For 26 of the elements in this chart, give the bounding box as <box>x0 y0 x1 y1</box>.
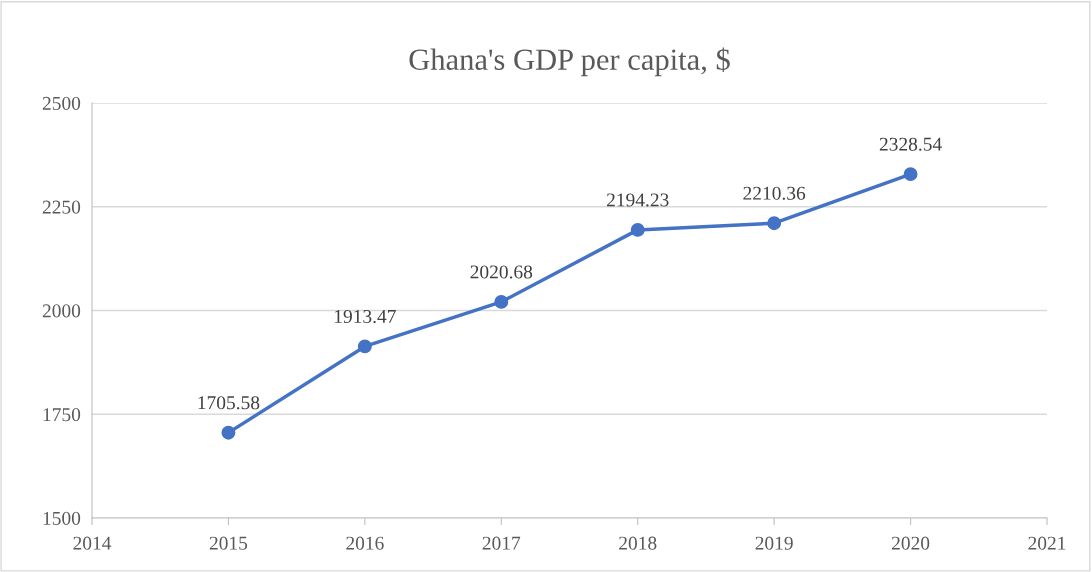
data-label: 2210.36 <box>743 186 806 200</box>
data-label: 1913.47 <box>334 309 396 324</box>
x-tick-label: 2019 <box>755 536 793 550</box>
point <box>494 294 509 309</box>
data-label: 2020.68 <box>470 265 533 279</box>
data-label: 2328.54 <box>879 137 942 151</box>
point <box>357 339 372 354</box>
y-tick-label: 2250 <box>42 200 81 214</box>
y-tick-label: 1750 <box>43 408 81 422</box>
y-tick-label: 2000 <box>42 304 81 318</box>
x-tick-label: 2021 <box>1028 536 1066 550</box>
data-label: 1705.58 <box>198 396 260 410</box>
x-tick-label: 2018 <box>619 536 657 550</box>
point <box>767 216 782 231</box>
data-label: 2194.23 <box>606 193 669 207</box>
x-tick-label: 2014 <box>73 536 112 550</box>
x-tick-label: 2017 <box>482 536 521 550</box>
y-tick-label: 2500 <box>42 96 81 110</box>
point <box>903 167 918 182</box>
x-tick-label: 2015 <box>209 536 248 550</box>
point <box>221 425 236 440</box>
y-tick-label: 1500 <box>43 511 81 525</box>
point <box>630 222 645 237</box>
x-tick-label: 2016 <box>346 536 384 550</box>
x-tick-label: 2020 <box>891 536 930 550</box>
chart-title: Ghana's GDP per capita, $ <box>409 47 730 77</box>
